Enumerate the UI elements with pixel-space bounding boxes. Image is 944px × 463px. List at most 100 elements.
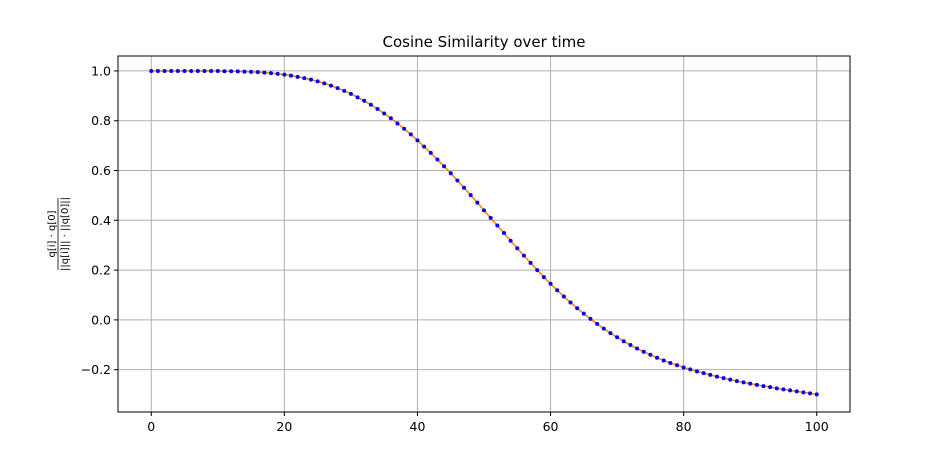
data-point bbox=[189, 68, 194, 73]
data-point bbox=[395, 121, 400, 126]
y-axis-label-numerator: q[i] · q[0] bbox=[47, 210, 58, 257]
data-point bbox=[648, 352, 653, 357]
data-point bbox=[595, 321, 600, 326]
data-point bbox=[495, 223, 500, 228]
data-point bbox=[455, 178, 460, 183]
data-point bbox=[282, 72, 287, 77]
data-point bbox=[814, 392, 819, 397]
data-point bbox=[355, 95, 360, 100]
data-point bbox=[608, 331, 613, 336]
data-point bbox=[768, 385, 773, 390]
data-point bbox=[635, 346, 640, 351]
data-point bbox=[229, 69, 234, 74]
data-point bbox=[302, 76, 307, 81]
data-point bbox=[222, 69, 227, 74]
data-point bbox=[641, 349, 646, 354]
data-point bbox=[515, 246, 520, 251]
y-tick-label: 0.0 bbox=[91, 312, 111, 327]
data-point bbox=[348, 91, 353, 96]
y-tick-label: −0.2 bbox=[81, 362, 111, 377]
data-point bbox=[155, 68, 160, 73]
data-point bbox=[674, 363, 679, 368]
data-point bbox=[748, 381, 753, 386]
data-point bbox=[275, 71, 280, 76]
data-point bbox=[482, 208, 486, 213]
data-point bbox=[708, 372, 713, 377]
data-point bbox=[728, 377, 733, 382]
data-point bbox=[162, 68, 167, 73]
data-point bbox=[435, 157, 440, 162]
data-point bbox=[202, 68, 207, 73]
data-point bbox=[734, 379, 739, 384]
data-point bbox=[541, 275, 546, 280]
data-point bbox=[428, 150, 433, 155]
data-point bbox=[754, 382, 759, 387]
grid bbox=[118, 56, 850, 412]
data-point bbox=[368, 102, 373, 107]
data-point bbox=[721, 376, 726, 381]
data-point bbox=[561, 294, 566, 299]
data-point bbox=[462, 185, 467, 190]
data-point bbox=[714, 374, 719, 379]
x-tick-label: 40 bbox=[410, 419, 426, 434]
data-point bbox=[601, 326, 606, 331]
data-point bbox=[801, 390, 806, 395]
data-point bbox=[408, 132, 413, 137]
data-point bbox=[315, 79, 320, 84]
data-point bbox=[475, 200, 480, 205]
data-point bbox=[774, 386, 779, 391]
data-point bbox=[322, 81, 327, 86]
data-point bbox=[501, 231, 506, 235]
data-point bbox=[668, 360, 673, 365]
series-markers bbox=[149, 68, 819, 397]
data-point bbox=[788, 388, 793, 393]
data-point bbox=[415, 138, 420, 143]
y-tick-label: 1.0 bbox=[91, 63, 111, 78]
y-tick-label: 0.2 bbox=[91, 263, 111, 278]
data-point bbox=[628, 343, 633, 348]
data-point bbox=[169, 68, 174, 73]
data-point bbox=[182, 68, 187, 73]
y-axis-label: q[i] · q[0] ||q[i]|| · ||q[0]|| bbox=[47, 197, 71, 271]
y-tick-label: 0.8 bbox=[91, 113, 111, 128]
y-tick-label: 0.4 bbox=[91, 213, 111, 228]
data-point bbox=[442, 164, 447, 169]
data-point bbox=[521, 253, 526, 258]
data-point bbox=[375, 107, 380, 112]
axes-frame bbox=[117, 55, 851, 413]
x-tick-label: 0 bbox=[147, 419, 155, 434]
data-point bbox=[335, 86, 340, 91]
chart-title: Cosine Similarity over time bbox=[383, 33, 586, 51]
data-point bbox=[468, 193, 473, 198]
data-point bbox=[508, 238, 513, 243]
y-tick-label: 0.6 bbox=[91, 163, 111, 178]
data-point bbox=[422, 144, 427, 149]
data-point bbox=[794, 389, 799, 394]
data-point bbox=[581, 311, 586, 316]
data-point bbox=[402, 126, 407, 131]
data-point bbox=[342, 88, 347, 93]
data-point bbox=[535, 268, 540, 273]
data-point bbox=[661, 358, 666, 363]
data-point bbox=[388, 116, 393, 121]
data-point bbox=[289, 73, 294, 78]
x-tick-label: 80 bbox=[676, 419, 692, 434]
data-point bbox=[655, 355, 660, 360]
data-point bbox=[448, 171, 453, 176]
x-tick-label: 60 bbox=[543, 419, 559, 434]
data-point bbox=[688, 367, 693, 372]
data-point bbox=[382, 111, 387, 116]
data-point bbox=[235, 69, 240, 74]
data-point bbox=[615, 335, 620, 340]
data-point bbox=[555, 288, 560, 293]
x-tick-label: 100 bbox=[805, 419, 829, 434]
data-point bbox=[362, 98, 367, 103]
data-point bbox=[308, 77, 313, 82]
data-point bbox=[195, 68, 200, 73]
y-axis-label-denominator: ||q[i]|| · ||q[0]|| bbox=[60, 197, 71, 271]
data-point bbox=[588, 316, 593, 321]
data-point bbox=[215, 68, 220, 73]
data-point bbox=[242, 69, 247, 74]
data-point bbox=[175, 68, 180, 73]
